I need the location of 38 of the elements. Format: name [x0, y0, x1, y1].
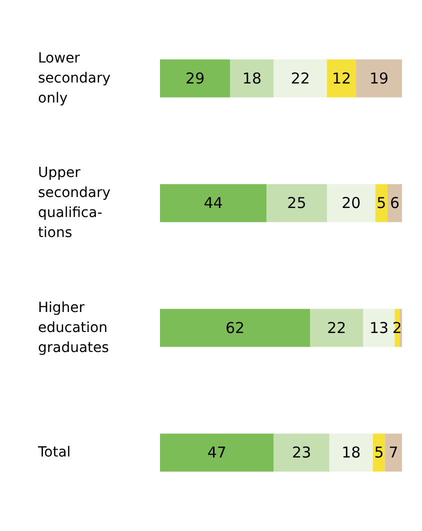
bar	[266, 184, 327, 222]
bar	[274, 434, 330, 472]
data-label: 25	[287, 194, 306, 212]
bar	[160, 59, 230, 98]
bar	[230, 59, 274, 98]
bar	[387, 184, 402, 222]
bar	[385, 434, 402, 472]
data-label: 6	[390, 194, 400, 212]
data-label: 29	[186, 69, 205, 88]
bar	[326, 59, 356, 98]
data-label: 22	[290, 69, 310, 88]
data-label: 12	[332, 69, 352, 88]
y-tick-label: Lower secondary only	[38, 50, 111, 106]
data-label: 13	[369, 318, 389, 337]
data-label: 5	[376, 194, 386, 212]
bar	[274, 59, 327, 98]
y-tick-label: Total	[37, 444, 71, 461]
data-label: 18	[242, 69, 262, 88]
bar	[356, 59, 402, 98]
bar	[363, 308, 395, 347]
bar	[310, 308, 364, 347]
bar	[160, 184, 266, 222]
bar	[326, 184, 376, 222]
data-label: 44	[204, 194, 223, 212]
bar	[329, 434, 373, 472]
data-label: 23	[292, 444, 312, 462]
data-label: 20	[342, 194, 361, 212]
data-label: 47	[207, 444, 226, 462]
y-tick-label: Upper secondary qualifica- tions	[38, 165, 111, 242]
bar	[160, 308, 310, 347]
data-label: 22	[327, 318, 346, 337]
data-label: 7	[388, 444, 398, 462]
data-label: 19	[369, 69, 389, 88]
data-label: 18	[342, 444, 361, 462]
data-label: 62	[225, 318, 245, 337]
y-tick-label: Higher education graduates	[38, 300, 109, 356]
data-label: 5	[374, 444, 384, 462]
bar	[160, 434, 274, 472]
